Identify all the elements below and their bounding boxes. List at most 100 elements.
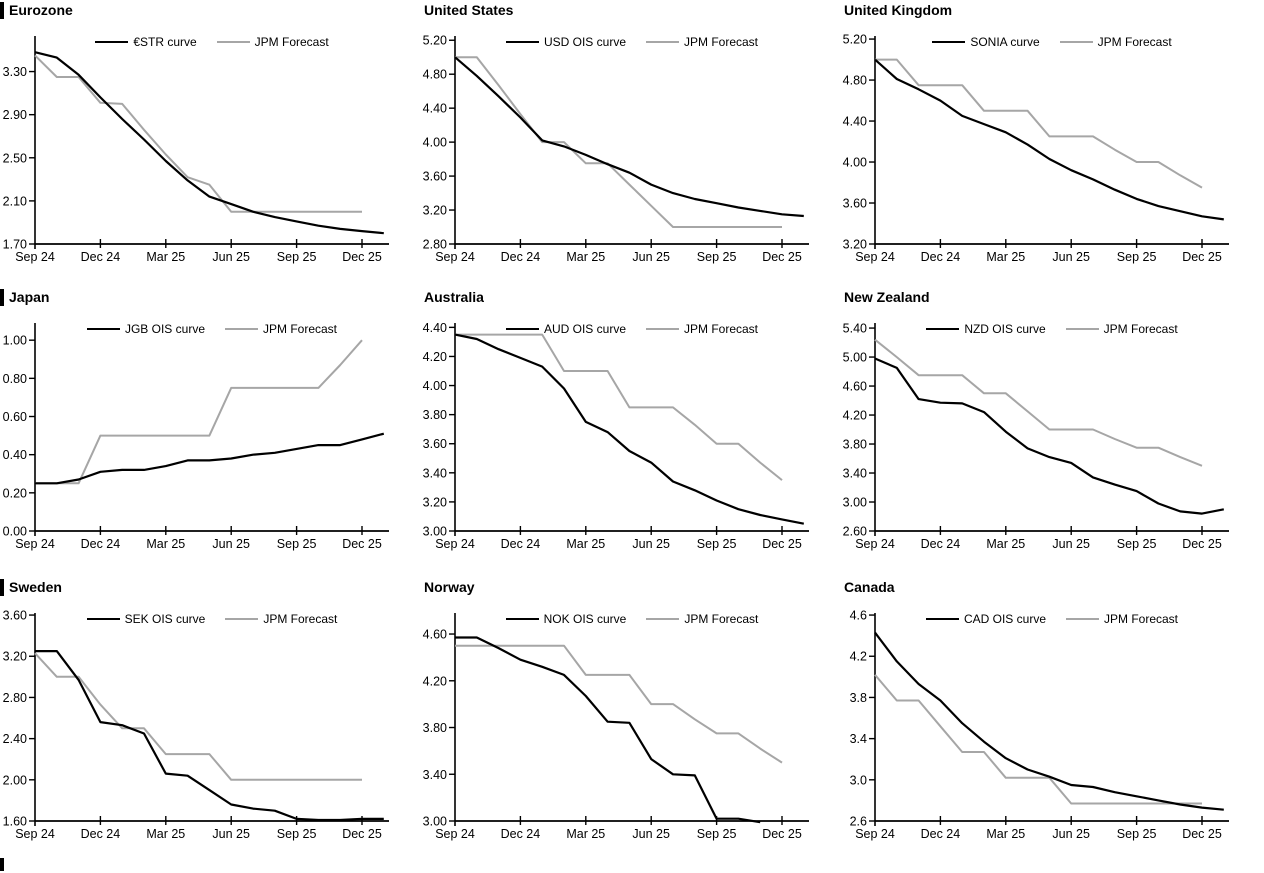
svg-text:Jun 25: Jun 25 [632,250,670,264]
svg-text:2.90: 2.90 [3,108,27,122]
chart-panel-norway: Norway NOK OIS curve JPM Forecast 3.00 3.… [420,577,840,873]
chart-plot: 3.20 3.60 4.00 4.40 4.80 5.20 Sep 24 Dec 24 Mar … [843,33,1229,264]
svg-text:Mar 25: Mar 25 [566,250,605,264]
svg-text:3.20: 3.20 [423,204,447,218]
svg-text:3.4: 3.4 [850,732,867,746]
svg-text:4.40: 4.40 [423,102,447,116]
svg-text:Dec 25: Dec 25 [342,827,382,841]
svg-text:Sep 25: Sep 25 [697,250,737,264]
svg-text:2.00: 2.00 [3,773,27,787]
svg-text:5.20: 5.20 [843,33,867,47]
svg-text:4.40: 4.40 [843,115,867,129]
svg-text:Dec 24: Dec 24 [81,827,121,841]
svg-text:Jun 25: Jun 25 [632,537,670,551]
svg-text:Dec 24: Dec 24 [921,827,961,841]
chart-panel-united-states: United States USD OIS curve JPM Forecast… [420,0,840,287]
chart-panel-eurozone: Eurozone €STR curve JPM Forecast 1.70 2.1… [0,0,420,287]
svg-text:1.60: 1.60 [3,815,27,829]
svg-text:Jun 25: Jun 25 [1052,827,1090,841]
svg-text:Sep 24: Sep 24 [855,537,895,551]
svg-text:Sep 25: Sep 25 [1117,537,1157,551]
svg-text:Dec 24: Dec 24 [501,827,541,841]
svg-text:Dec 24: Dec 24 [921,537,961,551]
chart-panel-united-kingdom: United Kingdom SONIA curve JPM Forecast … [840,0,1264,287]
svg-text:0.00: 0.00 [3,525,27,539]
svg-text:Sep 24: Sep 24 [435,537,475,551]
svg-text:4.6: 4.6 [850,609,867,623]
chart-panel-canada: Canada CAD OIS curve JPM Forecast 2.6 3.0… [840,577,1264,873]
section-marker [0,858,4,871]
svg-text:Mar 25: Mar 25 [986,250,1025,264]
chart-plot: 2.60 3.00 3.40 3.80 4.20 4.60 5.00 5.40 Sep 24 De… [843,322,1229,551]
chart-title: United Kingdom [844,2,953,18]
chart-title: New Zealand [844,289,930,305]
svg-text:Jun 25: Jun 25 [1052,537,1090,551]
svg-text:5.20: 5.20 [423,34,447,48]
chart-plot: 0.00 0.20 0.40 0.60 0.80 1.00 Sep 24 Dec 24 Mar … [3,323,389,551]
svg-text:2.50: 2.50 [3,151,27,165]
svg-text:Jun 25: Jun 25 [212,537,250,551]
svg-text:3.60: 3.60 [423,170,447,184]
svg-text:2.40: 2.40 [3,732,27,746]
chart-plot: 3.00 3.20 3.40 3.60 3.80 4.00 4.20 4.40 Sep 24 De… [423,321,809,551]
svg-text:3.80: 3.80 [423,721,447,735]
svg-text:Sep 25: Sep 25 [277,250,317,264]
chart-plot: 2.6 3.0 3.4 3.8 4.2 4.6 Sep 24 Dec 24 Mar 25 Jun … [850,609,1229,841]
svg-text:Dec 25: Dec 25 [762,827,802,841]
svg-text:Dec 25: Dec 25 [342,250,382,264]
svg-text:Dec 25: Dec 25 [342,537,382,551]
svg-text:Sep 24: Sep 24 [435,250,475,264]
svg-text:2.60: 2.60 [843,525,867,539]
svg-text:3.80: 3.80 [423,408,447,422]
svg-text:2.80: 2.80 [423,238,447,252]
svg-text:4.20: 4.20 [423,350,447,364]
svg-text:Sep 25: Sep 25 [1117,827,1157,841]
chart-title: United States [424,2,514,18]
chart-panel-australia: Australia AUD OIS curve JPM Forecast 3.0… [420,287,840,577]
svg-text:Mar 25: Mar 25 [146,827,185,841]
svg-text:3.20: 3.20 [3,650,27,664]
svg-text:3.60: 3.60 [3,609,27,623]
svg-text:Mar 25: Mar 25 [146,537,185,551]
svg-text:Sep 24: Sep 24 [15,250,55,264]
svg-text:3.40: 3.40 [423,768,447,782]
svg-text:Jun 25: Jun 25 [212,827,250,841]
svg-text:3.00: 3.00 [423,815,447,829]
svg-text:Dec 24: Dec 24 [501,537,541,551]
svg-text:2.6: 2.6 [850,815,867,829]
svg-text:0.40: 0.40 [3,448,27,462]
svg-text:Dec 25: Dec 25 [1182,827,1222,841]
svg-text:0.20: 0.20 [3,486,27,500]
svg-text:Dec 25: Dec 25 [762,537,802,551]
svg-text:3.40: 3.40 [423,466,447,480]
svg-text:Sep 24: Sep 24 [855,827,895,841]
svg-text:Mar 25: Mar 25 [986,537,1025,551]
svg-text:3.0: 3.0 [850,773,867,787]
svg-text:4.80: 4.80 [423,68,447,82]
chart-title: Japan [0,289,420,306]
svg-text:Dec 24: Dec 24 [921,250,961,264]
svg-text:Mar 25: Mar 25 [566,537,605,551]
svg-text:Jun 25: Jun 25 [212,250,250,264]
svg-text:3.80: 3.80 [843,438,867,452]
svg-text:Dec 25: Dec 25 [1182,250,1222,264]
svg-text:4.00: 4.00 [423,136,447,150]
svg-text:3.40: 3.40 [843,467,867,481]
chart-panel-sweden: Sweden SEK OIS curve JPM Forecast 1.60 2.… [0,577,420,873]
svg-text:3.20: 3.20 [843,238,867,252]
svg-text:1.00: 1.00 [3,334,27,348]
svg-text:4.60: 4.60 [843,380,867,394]
svg-text:3.20: 3.20 [423,495,447,509]
svg-text:4.20: 4.20 [423,674,447,688]
svg-text:4.00: 4.00 [843,156,867,170]
chart-panel-japan: Japan JGB OIS curve JPM Forecast 0.00 0.2… [0,287,420,577]
svg-text:Mar 25: Mar 25 [566,827,605,841]
svg-text:3.8: 3.8 [850,691,867,705]
svg-text:Sep 25: Sep 25 [277,827,317,841]
svg-text:5.40: 5.40 [843,322,867,336]
svg-text:3.60: 3.60 [843,197,867,211]
svg-text:Mar 25: Mar 25 [146,250,185,264]
svg-text:4.20: 4.20 [843,409,867,423]
svg-text:Sep 25: Sep 25 [697,537,737,551]
chart-panel-new-zealand: New Zealand NZD OIS curve JPM Forecast 2… [840,287,1264,577]
